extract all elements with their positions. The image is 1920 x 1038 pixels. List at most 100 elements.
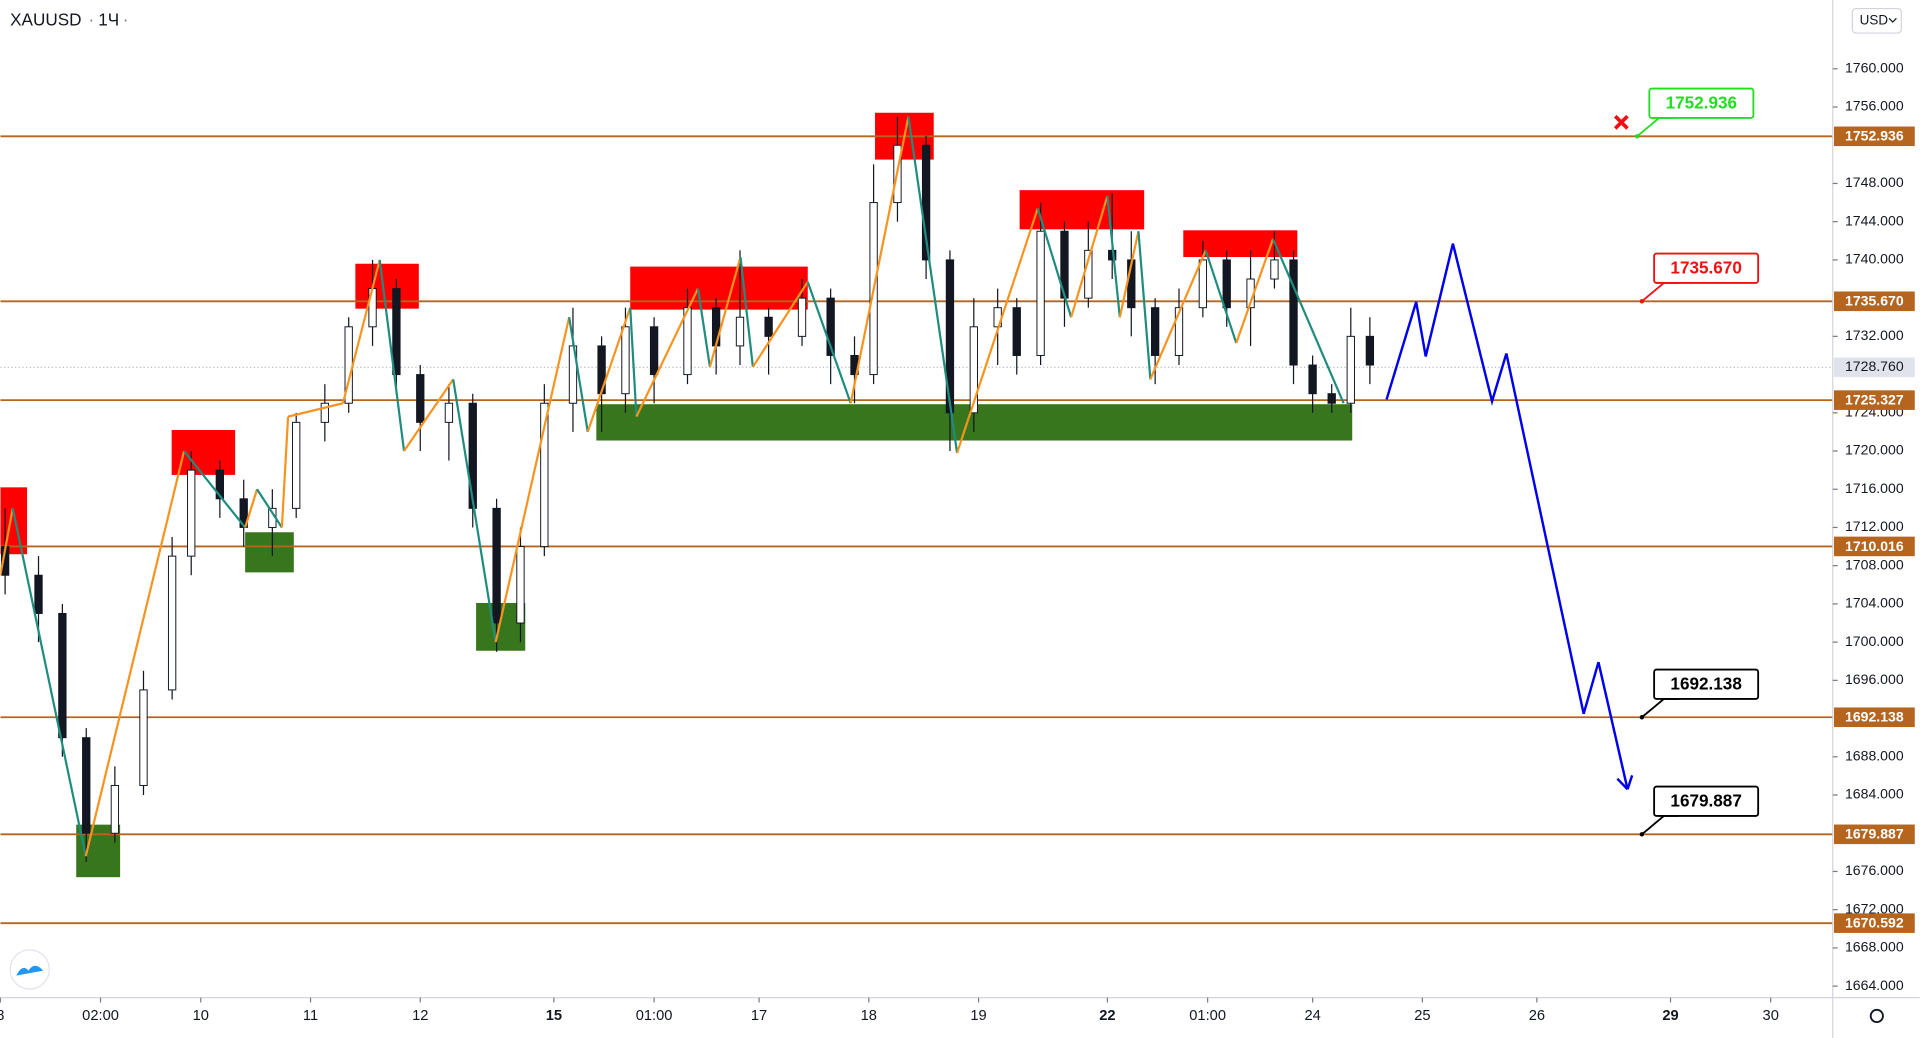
level-tag xyxy=(1833,913,1915,933)
level-tag-label: 1752.936 xyxy=(1845,128,1904,144)
candle-body xyxy=(735,316,745,347)
candle-body xyxy=(649,326,659,376)
zigzag-leg xyxy=(403,378,455,452)
y-tick-label: 1756.000 xyxy=(1845,98,1904,114)
candle-body xyxy=(1174,307,1184,356)
y-tick-label: 1664.000 xyxy=(1845,977,1904,993)
level-tag-label: 1692.138 xyxy=(1845,709,1904,725)
zone xyxy=(245,532,294,573)
zigzag-leg xyxy=(708,256,742,368)
level-tag-label: 1725.327 xyxy=(1845,391,1904,407)
zigzag-leg xyxy=(635,288,699,418)
level-tag xyxy=(1833,291,1915,312)
candle-body xyxy=(320,402,329,423)
callout-label: 1692.138 xyxy=(1670,673,1741,693)
level-tag xyxy=(1833,390,1915,410)
x-tick-label: 30 xyxy=(1763,1008,1779,1024)
dropdown-arrow[interactable] xyxy=(1888,17,1897,23)
candle-body xyxy=(292,421,301,509)
logo-mark xyxy=(16,965,44,976)
zigzag-leg xyxy=(1204,250,1238,344)
callout-box xyxy=(1653,252,1760,284)
callout-anchor xyxy=(1639,832,1645,837)
x-tick-label: 29 xyxy=(1662,1008,1678,1024)
level-tag-label: 1710.016 xyxy=(1845,538,1904,554)
settings-icon[interactable] xyxy=(1869,1008,1884,1024)
zigzag-leg xyxy=(452,379,497,643)
y-tick-label: 1688.000 xyxy=(1845,748,1904,764)
zigzag-leg xyxy=(0,508,14,576)
y-tick-label: 1720.000 xyxy=(1845,442,1904,458)
last-price-label: 1728.760 xyxy=(1845,358,1904,374)
zigzag-leg xyxy=(1036,207,1073,318)
currency[interactable]: USD xyxy=(1860,12,1889,27)
candle-body xyxy=(540,402,549,548)
zigzag-leg xyxy=(1137,231,1152,380)
candle-body xyxy=(1222,259,1231,309)
currency-button[interactable] xyxy=(1851,7,1902,34)
candle-body xyxy=(969,326,978,414)
x-tick-label: 02:00 xyxy=(82,1008,119,1024)
zigzag-leg xyxy=(1271,238,1345,404)
zone xyxy=(171,430,236,475)
candle-body xyxy=(797,297,807,337)
level-tag-label: 1679.887 xyxy=(1845,826,1904,842)
candle-body xyxy=(764,316,773,337)
zigzag-leg xyxy=(956,207,1039,454)
zigzag-leg xyxy=(806,281,852,404)
axes: 1664.000 1668.000 1672.000 1676.000 1684.000… xyxy=(0,60,1915,1024)
zigzag-leg xyxy=(1235,238,1275,344)
zigzag-leg xyxy=(341,259,381,404)
projection-path xyxy=(1385,243,1629,790)
x-tick-label: 10 xyxy=(193,1008,209,1024)
zigzag-leg xyxy=(287,402,344,418)
zigzag-leg xyxy=(378,259,406,452)
y-tick-label: 1748.000 xyxy=(1845,174,1904,190)
candle-body xyxy=(82,737,91,834)
candle-body xyxy=(1036,230,1045,356)
candle-body xyxy=(516,546,525,624)
candle-body xyxy=(945,259,955,414)
x-tick-label: 15 xyxy=(546,1008,562,1024)
y-tick-label: 1744.000 xyxy=(1845,212,1904,228)
x-tick-label: 25 xyxy=(1414,1008,1430,1024)
candle-body xyxy=(110,784,120,834)
candle-body xyxy=(1150,307,1160,356)
x-tick-label: 01:00 xyxy=(636,1008,673,1024)
x-tick-label: 24 xyxy=(1304,1008,1320,1024)
interval: 1Ч xyxy=(98,9,119,29)
x-tick-label: 22 xyxy=(1099,1008,1115,1024)
zigzag-leg xyxy=(1106,195,1121,318)
callout-box xyxy=(1648,87,1755,119)
zigzag-leg xyxy=(629,307,638,417)
candle-body xyxy=(444,402,454,423)
candle-body xyxy=(416,374,425,423)
level-tag xyxy=(1833,126,1915,147)
y-tick-label: 1716.000 xyxy=(1845,480,1904,496)
x-tick-label: 26 xyxy=(1529,1008,1545,1024)
candle-body xyxy=(1198,259,1208,309)
candle-body xyxy=(921,144,931,261)
x-tick-label: 18 xyxy=(861,1008,877,1024)
zigzag-leg xyxy=(183,450,246,529)
candle-body xyxy=(239,498,248,528)
callout-label: 1735.670 xyxy=(1670,257,1741,277)
zigzag-leg xyxy=(696,288,712,368)
projection-arrowhead xyxy=(1616,774,1634,791)
zone xyxy=(0,487,28,555)
zigzag-leg xyxy=(11,508,87,857)
callout-label: 1679.887 xyxy=(1670,790,1741,810)
level-tag xyxy=(1833,536,1915,557)
candle-body xyxy=(468,402,477,509)
zigzag-leg xyxy=(256,488,283,529)
candle-body xyxy=(215,469,225,500)
candle-body xyxy=(139,689,148,786)
y-tick-label: 1700.000 xyxy=(1845,633,1904,649)
callout-box xyxy=(1653,785,1760,817)
x-tick-label: 17 xyxy=(751,1008,767,1024)
candle-body xyxy=(1327,393,1336,404)
callout-anchor xyxy=(1639,299,1645,304)
x-tick-label: 12 xyxy=(412,1008,428,1024)
cross-marker xyxy=(1613,114,1629,130)
